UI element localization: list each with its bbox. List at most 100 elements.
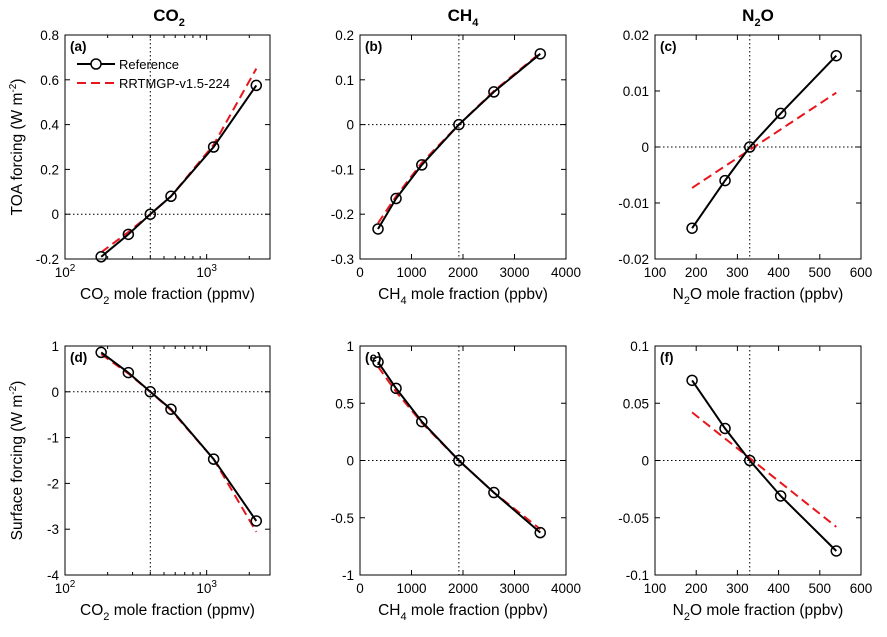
column-title-1: CO2 [153,6,185,29]
reference-point [390,382,402,395]
x-tick-label: 3000 [499,265,529,280]
reference-point [165,403,177,415]
y-tick-label: 0.5 [335,396,354,411]
x-tick-label: 400 [767,581,790,596]
y-tick-label: -0.05 [618,511,649,526]
x-axis-label: N2O mole fraction (ppbv) [673,286,844,307]
reference-point [390,192,402,205]
reference-point [534,48,546,60]
panel-f: 100 200 300 400 500 600 -0.1 -0.05 0 0.05 0.1 (f) N2… [618,339,872,623]
x-tick-label: 103 [196,579,217,596]
x-axis-label: CH4 mole fraction (ppbv) [378,286,548,307]
x-tick-label: 4000 [551,581,581,596]
series-reference-line [377,53,541,230]
reference-point [744,141,756,153]
x-tick-label: 1000 [396,265,426,280]
reference-point [774,107,787,120]
y-tick-label: -0.2 [331,207,354,222]
reference-point [250,515,263,527]
reference-point [719,174,731,187]
reference-point [144,208,157,220]
y-axis-label: Surface forcing (W m-2) [8,381,26,541]
reference-point [372,356,384,368]
x-tick-label: 2000 [448,581,478,596]
reference-point [144,386,157,398]
column-titles: CO2 CH4 N2O [153,6,774,29]
y-tick-label: -4 [47,568,59,583]
x-tick-label: 600 [850,265,873,280]
series-reference-line [100,84,258,258]
series-reference-line [691,55,838,229]
reference-point [686,222,698,234]
axes-box [359,34,567,260]
legend-reference-label: Reference [119,57,179,72]
y-tick-label: -0.1 [331,162,354,177]
column-title-2: CH4 [448,6,480,29]
x-tick-label: 200 [685,581,708,596]
panel-label: (f) [660,350,674,365]
y-tick-label: 0.4 [40,118,59,133]
y-tick-label: -0.2 [36,252,59,267]
y-tick-label: -3 [47,522,59,537]
panel-label: (c) [660,39,677,54]
reference-point [207,141,220,153]
reference-point [416,159,428,171]
y-tick-label: 0 [641,140,649,155]
y-tick-label: 0.05 [623,396,649,411]
legend: Reference RRTMGP-v1.5-224 [77,57,230,91]
panels: 102 103 -0.2 0 0.2 0.4 0.6 0.8 (a) CO2 mole fract… [8,28,872,623]
reference-point [488,86,500,98]
reference-point [122,366,135,379]
x-tick-label: 2000 [448,265,478,280]
reference-point [95,346,107,359]
panel-c: 100 200 300 400 500 600 -0.02 -0.01 0 0.01 0.02 (c)… [618,28,872,307]
reference-point [744,454,756,467]
reference-point [488,486,500,499]
reference-point [534,526,546,539]
y-tick-label: -1 [47,431,59,446]
x-tick-label: 100 [644,265,667,280]
y-tick-label: 0 [51,207,59,222]
y-tick-label: 0 [346,454,354,469]
y-tick-label: 1 [51,339,59,354]
reference-point [453,118,465,131]
reference-point [207,453,220,465]
y-tick-label: -0.3 [331,252,354,267]
x-tick-label: 0 [356,265,364,280]
reference-point [830,545,843,557]
series-rrtmgp-line [691,411,837,528]
reference-point [774,490,787,502]
x-tick-label: 102 [55,263,76,280]
y-tick-label: 1 [346,339,354,354]
reference-point [95,251,107,263]
reference-point [250,79,263,92]
series-reference-line [691,379,838,552]
axes-box [64,34,271,260]
y-tick-label: -1 [342,568,354,583]
y-tick-label: -2 [47,476,59,491]
x-axis-label: CH4 mole fraction (ppbv) [378,602,548,623]
axes-box [64,345,271,576]
y-tick-label: 0 [51,385,59,400]
x-axis-label: N2O mole fraction (ppbv) [673,602,844,623]
panel-label: (e) [365,350,382,365]
y-tick-label: 0 [346,118,354,133]
reference-point [165,190,177,203]
panel-e: 0 1000 2000 3000 4000 -1 -0.5 0 0.5 1 (e) CH4 mole … [331,339,581,623]
x-tick-label: 200 [685,265,708,280]
x-tick-label: 300 [726,581,749,596]
x-axis-label: CO2 mole fraction (ppmv) [80,286,255,307]
reference-point [416,415,428,428]
x-tick-label: 102 [55,579,76,596]
reference-point [372,223,384,235]
x-tick-label: 400 [767,265,790,280]
y-tick-label: 0.02 [623,28,649,43]
y-tick-label: -0.5 [331,511,354,526]
panel-d: 102 103 -4 -3 -2 -1 0 1 (d) CO2 mole fraction (pp… [8,339,271,623]
panel-label: (d) [70,350,87,365]
y-axis-label: TOA forcing (W m-2) [8,79,26,216]
column-title-3: N2O [742,6,774,29]
x-tick-label: 500 [809,265,832,280]
reference-point [453,454,465,467]
